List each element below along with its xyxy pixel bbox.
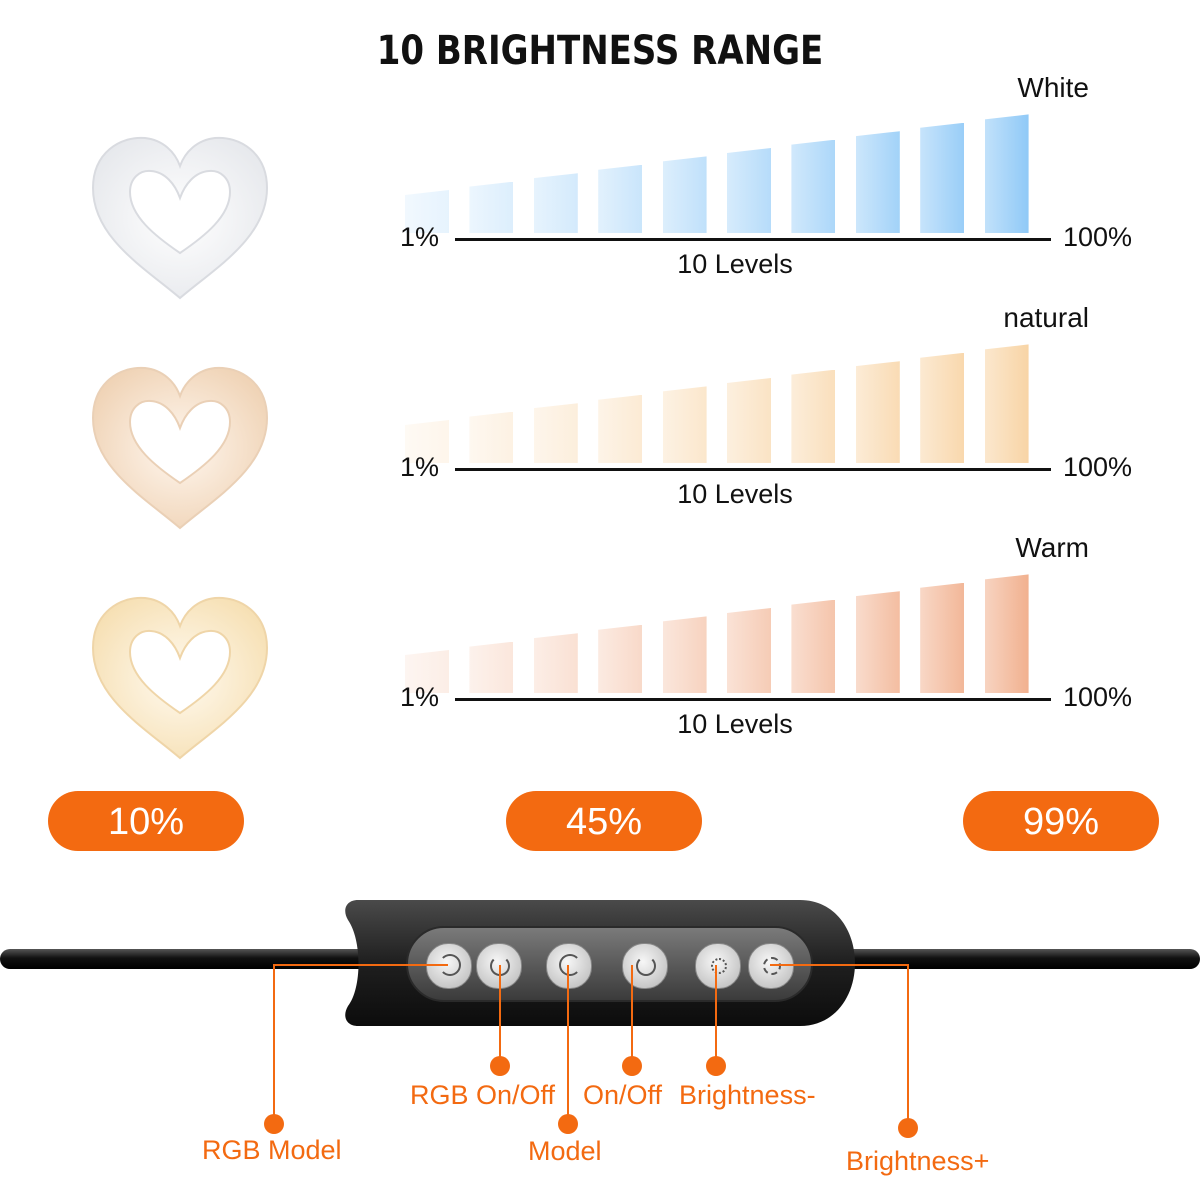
level-bar-7	[791, 369, 836, 463]
level-bar-10	[984, 344, 1029, 463]
level-bar-1	[405, 650, 449, 693]
level-bars	[395, 72, 1155, 242]
level-bar-5	[662, 156, 707, 233]
rgb-model-button[interactable]	[426, 943, 472, 989]
level-bars	[395, 532, 1155, 702]
level-bar-9	[920, 582, 965, 693]
panel-name: White	[1017, 72, 1089, 103]
level-axis	[455, 468, 1051, 471]
level-bar-3	[533, 633, 578, 693]
min-percent: 1%	[400, 452, 440, 482]
level-bars	[395, 302, 1155, 472]
level-bar-8	[855, 131, 900, 233]
level-bar-6	[727, 608, 771, 693]
level-bar-7	[791, 599, 836, 693]
level-bar-8	[855, 591, 900, 693]
brightness-panel-natural: natural 1% 100% 10 Levels	[395, 302, 1155, 522]
label-rgb-model: RGB Model	[202, 1135, 342, 1165]
label-rgb-onoff: RGB On/Off	[410, 1080, 556, 1110]
model-button[interactable]	[546, 943, 592, 989]
level-bar-2	[469, 641, 514, 693]
brightness-panel-warm: Warm 1% 100% 10 Levels	[395, 532, 1155, 752]
brightness-panel-white: White 1% 100% 10 Levels	[395, 72, 1155, 292]
heart-light-warm-icon	[85, 588, 275, 768]
min-percent: 1%	[400, 222, 440, 252]
levels-caption: 10 Levels	[677, 709, 793, 739]
level-bar-7	[791, 139, 836, 233]
max-percent: 100%	[1063, 682, 1133, 712]
label-onoff: On/Off	[583, 1080, 663, 1110]
level-bar-2	[469, 411, 514, 463]
level-bar-3	[533, 403, 578, 463]
levels-caption: 10 Levels	[677, 479, 793, 509]
level-bar-9	[920, 122, 965, 233]
max-percent: 100%	[1063, 222, 1133, 252]
preset-99-percent: 99%	[963, 791, 1159, 851]
level-bar-9	[920, 352, 965, 463]
min-percent: 1%	[400, 682, 440, 712]
panel-name: natural	[1003, 302, 1089, 333]
level-bar-4	[598, 164, 643, 233]
brightness-down-button[interactable]	[695, 943, 741, 989]
level-bar-5	[662, 386, 707, 463]
level-bar-6	[727, 378, 771, 463]
level-bar-5	[662, 616, 707, 693]
model-cycle-icon	[559, 954, 581, 976]
rgb-model-icon	[439, 954, 461, 976]
label-brightness-plus: Brightness+	[846, 1146, 990, 1176]
level-bar-1	[405, 190, 449, 233]
brightness-up-button[interactable]	[748, 943, 794, 989]
brightness-up-icon	[763, 957, 781, 975]
level-bar-8	[855, 361, 900, 463]
level-bar-10	[984, 114, 1029, 233]
level-axis	[455, 238, 1051, 241]
label-brightness-minus: Brightness-	[679, 1080, 816, 1110]
brightness-down-icon	[711, 958, 727, 974]
page-title: 10 BRIGHTNESS RANGE	[376, 28, 824, 74]
rgb-power-icon	[490, 956, 510, 976]
level-bar-2	[469, 181, 514, 233]
heart-light-white-icon	[85, 128, 275, 308]
level-bar-6	[727, 148, 771, 233]
max-percent: 100%	[1063, 452, 1133, 482]
level-bar-1	[405, 420, 449, 463]
onoff-button[interactable]	[622, 943, 668, 989]
level-bar-10	[984, 574, 1029, 693]
level-bar-3	[533, 173, 578, 233]
label-model: Model	[528, 1136, 602, 1166]
rgb-onoff-button[interactable]	[476, 943, 522, 989]
preset-45-percent: 45%	[506, 791, 702, 851]
levels-caption: 10 Levels	[677, 249, 793, 279]
panel-name: Warm	[1015, 532, 1089, 563]
heart-light-natural-icon	[85, 358, 275, 538]
level-bar-4	[598, 624, 643, 693]
level-axis	[455, 698, 1051, 701]
preset-10-percent: 10%	[48, 791, 244, 851]
power-icon	[636, 956, 656, 976]
level-bar-4	[598, 394, 643, 463]
